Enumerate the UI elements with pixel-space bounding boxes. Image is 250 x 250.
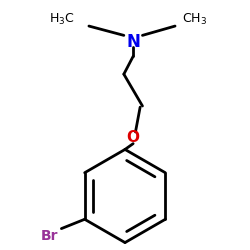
Text: O: O [127, 130, 140, 145]
Text: Br: Br [41, 228, 58, 242]
Text: CH$_3$: CH$_3$ [182, 12, 207, 26]
Text: N: N [126, 33, 140, 51]
Text: H$_3$C: H$_3$C [50, 12, 75, 26]
